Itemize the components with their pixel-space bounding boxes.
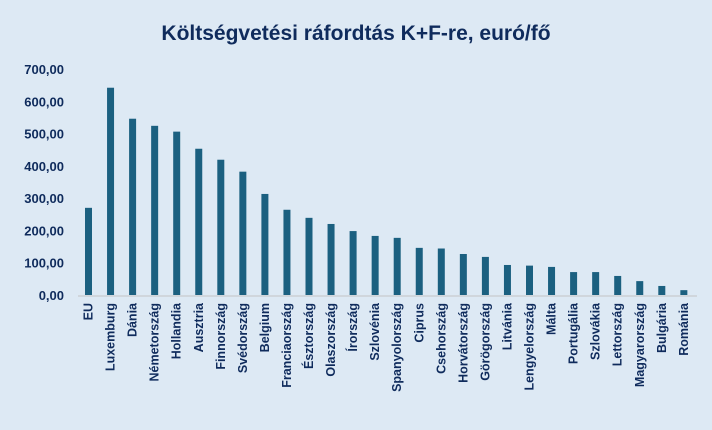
- y-tick-label: 300,00: [24, 191, 64, 206]
- x-tick-label: Hollandia: [170, 302, 184, 359]
- x-tick-label: Horvátország: [456, 303, 470, 383]
- x-tick-label: Németország: [148, 303, 162, 382]
- x-tick-label: Finnország: [214, 303, 228, 370]
- x-tick-label: Lettország: [611, 303, 625, 366]
- x-tick-label: Észtország: [301, 303, 316, 369]
- bar-málta: [548, 266, 556, 295]
- bar-szlovákia: [592, 272, 600, 295]
- x-tick-label: Írország: [345, 303, 360, 352]
- bar-finnország: [217, 159, 225, 295]
- bar-olaszország: [327, 223, 335, 295]
- bar-írország: [349, 231, 357, 295]
- bar-eu: [85, 207, 92, 295]
- x-tick-label: Ausztria: [192, 302, 206, 352]
- x-tick-label: Lengyelország: [523, 303, 537, 391]
- x-tick-label: Spanyolország: [390, 303, 404, 392]
- bar-szlovénia: [371, 235, 379, 295]
- bar-magyarország: [636, 281, 644, 295]
- x-tick-label: Litvánia: [500, 302, 514, 350]
- bar-hollandia: [173, 131, 181, 295]
- bar-ausztria: [195, 148, 203, 295]
- x-tick-label: Csehország: [434, 303, 448, 374]
- bar-svédország: [239, 171, 247, 295]
- y-tick-label: 0,00: [39, 288, 64, 303]
- x-tick-label: Olaszország: [324, 303, 338, 377]
- x-tick-label: Dánia: [126, 302, 140, 337]
- y-tick-label: 600,00: [24, 94, 64, 109]
- bar-franciaország: [283, 209, 291, 295]
- bar-horvátország: [459, 253, 467, 295]
- y-tick-label: 100,00: [24, 256, 64, 271]
- bar-románia: [680, 290, 688, 295]
- y-tick-label: 400,00: [24, 159, 64, 174]
- x-tick-label: Svédország: [236, 303, 250, 373]
- x-tick-label: Portugália: [567, 302, 581, 364]
- x-tick-label: Málta: [545, 302, 559, 335]
- x-tick-label: Bulgária: [655, 302, 669, 353]
- bar-bulgária: [658, 285, 666, 295]
- bar-luxemburg: [107, 87, 115, 296]
- chart-title: Költségvetési ráfordtás K+F-re, euró/fő: [161, 22, 550, 45]
- bar-lettország: [614, 275, 622, 295]
- y-axis: 0,00 100,00 200,00 300,00 400,00 500,00 600,00…: [24, 62, 64, 303]
- x-tick-label: Belgium: [258, 303, 272, 352]
- x-tick-label: EU: [82, 303, 96, 320]
- x-tick-label: Szlovénia: [368, 302, 382, 361]
- x-axis: EU Luxemburg Dánia Németország Hollandia Ausz…: [82, 302, 691, 392]
- bar-németország: [151, 125, 159, 295]
- x-tick-label: Románia: [677, 302, 691, 356]
- x-tick-label: Ciprus: [412, 303, 426, 343]
- x-tick-label: Luxemburg: [104, 303, 118, 371]
- bar-lengyelország: [526, 265, 533, 295]
- bar-belgium: [261, 193, 269, 295]
- bar-litvánia: [503, 264, 511, 295]
- x-tick-label: Magyarország: [633, 303, 647, 387]
- x-tick-label: Görögország: [478, 303, 492, 381]
- bar-görögország: [481, 256, 489, 295]
- bar-portugália: [570, 272, 578, 295]
- x-tick-label: Szlovákia: [589, 302, 603, 360]
- bar-dánia: [129, 118, 137, 295]
- bars: [85, 87, 688, 296]
- x-tick-label: Franciaország: [280, 303, 294, 388]
- bar-észtország: [305, 217, 313, 295]
- y-tick-label: 700,00: [24, 62, 64, 77]
- bar-ciprus: [415, 247, 423, 295]
- y-tick-label: 200,00: [24, 223, 64, 238]
- y-tick-label: 500,00: [24, 127, 64, 142]
- bar-spanyolország: [393, 237, 401, 295]
- bar-csehország: [437, 248, 445, 295]
